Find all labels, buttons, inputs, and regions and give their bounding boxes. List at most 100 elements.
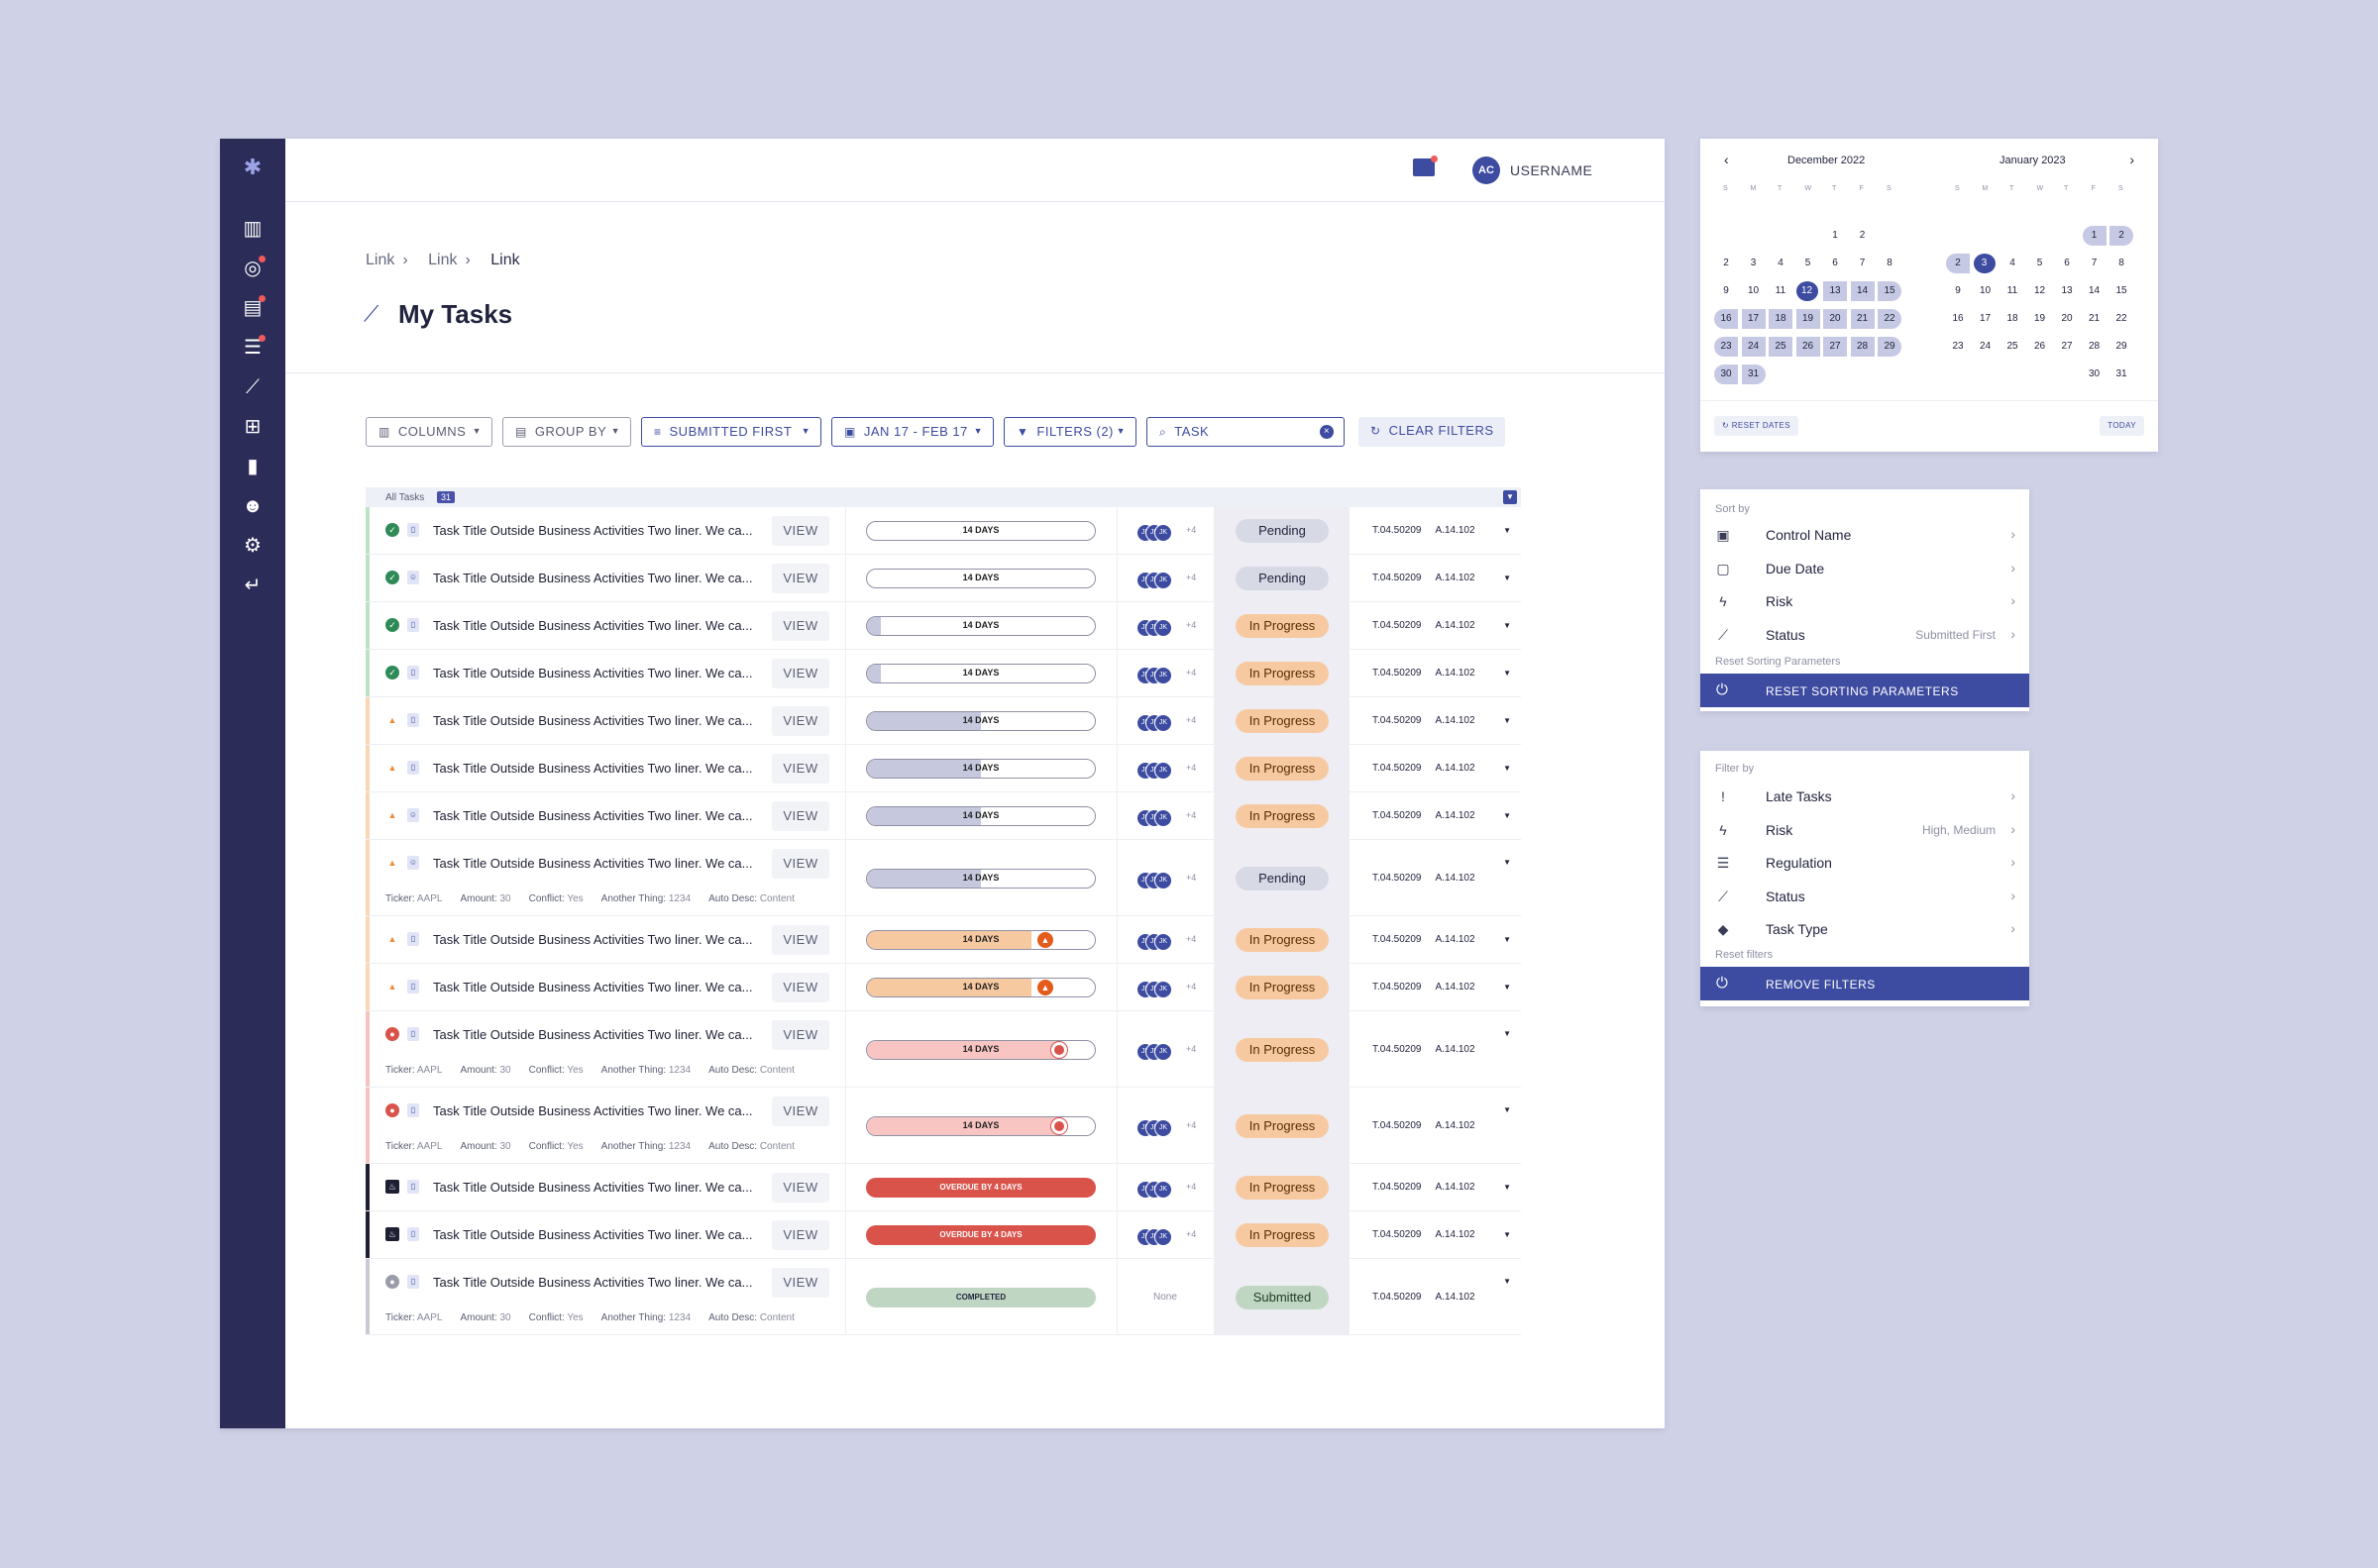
calendar-day[interactable]: 25	[2006, 341, 2018, 352]
calendar-day[interactable]: 2	[1946, 254, 1970, 273]
calendar-day[interactable]: 10	[1979, 285, 1992, 296]
task-title[interactable]: Task Title Outside Business Activities T…	[433, 666, 753, 680]
assignee-avatars[interactable]: JKJKJK+4	[1136, 1116, 1196, 1137]
table-row[interactable]: ✓ ▯ Task Title Outside Business Activities…	[366, 507, 1521, 555]
row-expand-icon[interactable]: ▼	[1503, 1183, 1511, 1192]
sort-item[interactable]: ▢ Due Date ›	[1700, 552, 2029, 584]
clear-filters-button[interactable]: ↻ CLEAR FILTERS	[1358, 417, 1505, 447]
row-expand-icon[interactable]: ▼	[1503, 811, 1511, 820]
calendar-day[interactable]: 1	[2082, 226, 2107, 246]
row-expand-icon[interactable]: ▼	[1503, 621, 1511, 630]
task-title[interactable]: Task Title Outside Business Activities T…	[433, 808, 753, 823]
calendar-day[interactable]: 8	[1887, 258, 1892, 268]
assignee-avatars[interactable]: JKJKJK+4	[1136, 569, 1196, 589]
assignee-avatars[interactable]: JKJKJK+4	[1136, 869, 1196, 889]
assignee-avatars[interactable]: JKJKJK+4	[1136, 930, 1196, 951]
table-row[interactable]: ● ▯ Task Title Outside Business Activities…	[366, 1011, 1521, 1088]
row-expand-icon[interactable]: ▼	[1503, 1029, 1511, 1038]
row-expand-icon[interactable]: ▼	[1503, 526, 1511, 535]
view-button[interactable]: VIEW	[772, 849, 829, 879]
calendar-day[interactable]: 20	[2061, 313, 2073, 324]
task-title[interactable]: Task Title Outside Business Activities T…	[433, 1275, 753, 1290]
dashboard-icon[interactable]: ▥	[243, 218, 263, 240]
sort-item[interactable]: ϟ Risk ›	[1700, 584, 2029, 617]
calendar-day[interactable]: 31	[2115, 368, 2127, 379]
task-title[interactable]: Task Title Outside Business Activities T…	[433, 1180, 753, 1195]
view-button[interactable]: VIEW	[772, 659, 829, 688]
calendar-day[interactable]: 5	[2036, 258, 2043, 268]
calendar-day[interactable]: 26	[2033, 341, 2046, 352]
view-button[interactable]: VIEW	[772, 564, 829, 593]
filters-button[interactable]: ▼ FILTERS (2) ▼	[1004, 417, 1136, 447]
assignee-avatars[interactable]: JKJKJK+4	[1136, 806, 1196, 827]
filter-item[interactable]: ! Late Tasks ›	[1700, 780, 2029, 812]
assignee-avatars[interactable]: JKJKJK+4	[1136, 711, 1196, 732]
calendar-day[interactable]: 16	[1714, 309, 1738, 329]
calendar-day[interactable]: 3	[1973, 254, 1996, 273]
calendar-day[interactable]: 13	[2061, 285, 2073, 296]
calendar-day[interactable]: 13	[1823, 281, 1847, 301]
next-month-icon[interactable]: ›	[2129, 152, 2134, 167]
view-button[interactable]: VIEW	[772, 611, 829, 641]
row-expand-icon[interactable]: ▼	[1503, 716, 1511, 725]
calendar-day[interactable]: 30	[2088, 368, 2101, 379]
calendar-day[interactable]: 6	[1832, 258, 1838, 268]
calendar-day[interactable]: 23	[1952, 341, 1964, 352]
calendar-day[interactable]: 7	[1859, 258, 1866, 268]
calendar-day[interactable]: 17	[1741, 309, 1766, 329]
group-by-button[interactable]: ▤ GROUP BY ▼	[502, 417, 631, 447]
table-row[interactable]: ✓ ☺ Task Title Outside Business Activities…	[366, 555, 1521, 602]
table-row[interactable]: ● ▯ Task Title Outside Business Activities…	[366, 1259, 1521, 1335]
calendar-day[interactable]: 4	[1778, 258, 1784, 268]
table-row[interactable]: ▲ ☺ Task Title Outside Business Activities…	[366, 792, 1521, 840]
book-icon[interactable]: ▮	[247, 456, 259, 477]
row-expand-icon[interactable]: ▼	[1503, 1105, 1511, 1114]
calendar-day[interactable]: 11	[1775, 285, 1786, 296]
calendar-day[interactable]: 18	[1769, 309, 1792, 329]
calendar-day[interactable]: 3	[1750, 258, 1757, 268]
calendar-day[interactable]: 7	[2091, 258, 2098, 268]
view-button[interactable]: VIEW	[772, 516, 829, 546]
view-button[interactable]: VIEW	[772, 801, 829, 831]
table-row[interactable]: ▲ ▯ Task Title Outside Business Activities…	[366, 745, 1521, 792]
assignee-avatars[interactable]: JKJKJK+4	[1136, 978, 1196, 998]
table-row[interactable]: ✓ ▯ Task Title Outside Business Activities…	[366, 602, 1521, 650]
today-button[interactable]: TODAY	[2100, 416, 2144, 436]
avatar[interactable]: AC	[1472, 157, 1500, 184]
view-button[interactable]: VIEW	[772, 1220, 829, 1250]
task-title[interactable]: Task Title Outside Business Activities T…	[433, 980, 753, 994]
calendar-day[interactable]: 29	[2115, 341, 2127, 352]
row-expand-icon[interactable]: ▼	[1503, 669, 1511, 678]
calendar-day[interactable]: 28	[1850, 337, 1875, 357]
sort-item[interactable]: ⟋ Status Submitted First ›	[1700, 618, 2029, 651]
date-range-button[interactable]: ▣ JAN 17 - FEB 17 ▼	[831, 417, 994, 447]
calendar-day[interactable]: 2	[2109, 226, 2133, 246]
row-expand-icon[interactable]: ▼	[1503, 858, 1511, 867]
row-expand-icon[interactable]: ▼	[1503, 764, 1511, 773]
task-title[interactable]: Task Title Outside Business Activities T…	[433, 1103, 753, 1118]
assignee-avatars[interactable]: JKJKJK+4	[1136, 759, 1196, 780]
filter-item[interactable]: ☰ Regulation ›	[1700, 846, 2029, 879]
task-title[interactable]: Task Title Outside Business Activities T…	[433, 1027, 753, 1042]
breadcrumb-link[interactable]: Link	[366, 252, 395, 268]
task-title[interactable]: Task Title Outside Business Activities T…	[433, 571, 753, 585]
reset-sorting-button[interactable]: ⏻ RESET SORTING PARAMETERS	[1700, 674, 2029, 707]
assignee-avatars[interactable]: JKJKJK+4	[1136, 1225, 1196, 1246]
calendar-day[interactable]: 9	[1955, 285, 1961, 296]
search-field[interactable]: ⌕×	[1146, 417, 1345, 447]
mail-icon[interactable]	[1413, 156, 1438, 176]
calendar-day[interactable]: 27	[1823, 337, 1847, 357]
calendar-day[interactable]: 21	[1850, 309, 1875, 329]
username[interactable]: USERNAME	[1510, 162, 1593, 178]
calendar-day[interactable]: 2	[1859, 230, 1866, 241]
calendar-day[interactable]: 27	[2061, 341, 2073, 352]
calendar-day[interactable]: 22	[2115, 313, 2127, 324]
chat-icon[interactable]: ▤	[240, 295, 266, 321]
calendar-day[interactable]: 30	[1714, 365, 1738, 384]
calendar-day[interactable]: 29	[1878, 337, 1901, 357]
table-row[interactable]: ● ▯ Task Title Outside Business Activities…	[366, 1088, 1521, 1164]
calendar-day[interactable]: 12	[2033, 285, 2046, 296]
row-expand-icon[interactable]: ▼	[1503, 1277, 1511, 1286]
calendar-day[interactable]: 12	[1795, 281, 1818, 301]
sort-button[interactable]: ≡ SUBMITTED FIRST ▼	[641, 417, 821, 447]
